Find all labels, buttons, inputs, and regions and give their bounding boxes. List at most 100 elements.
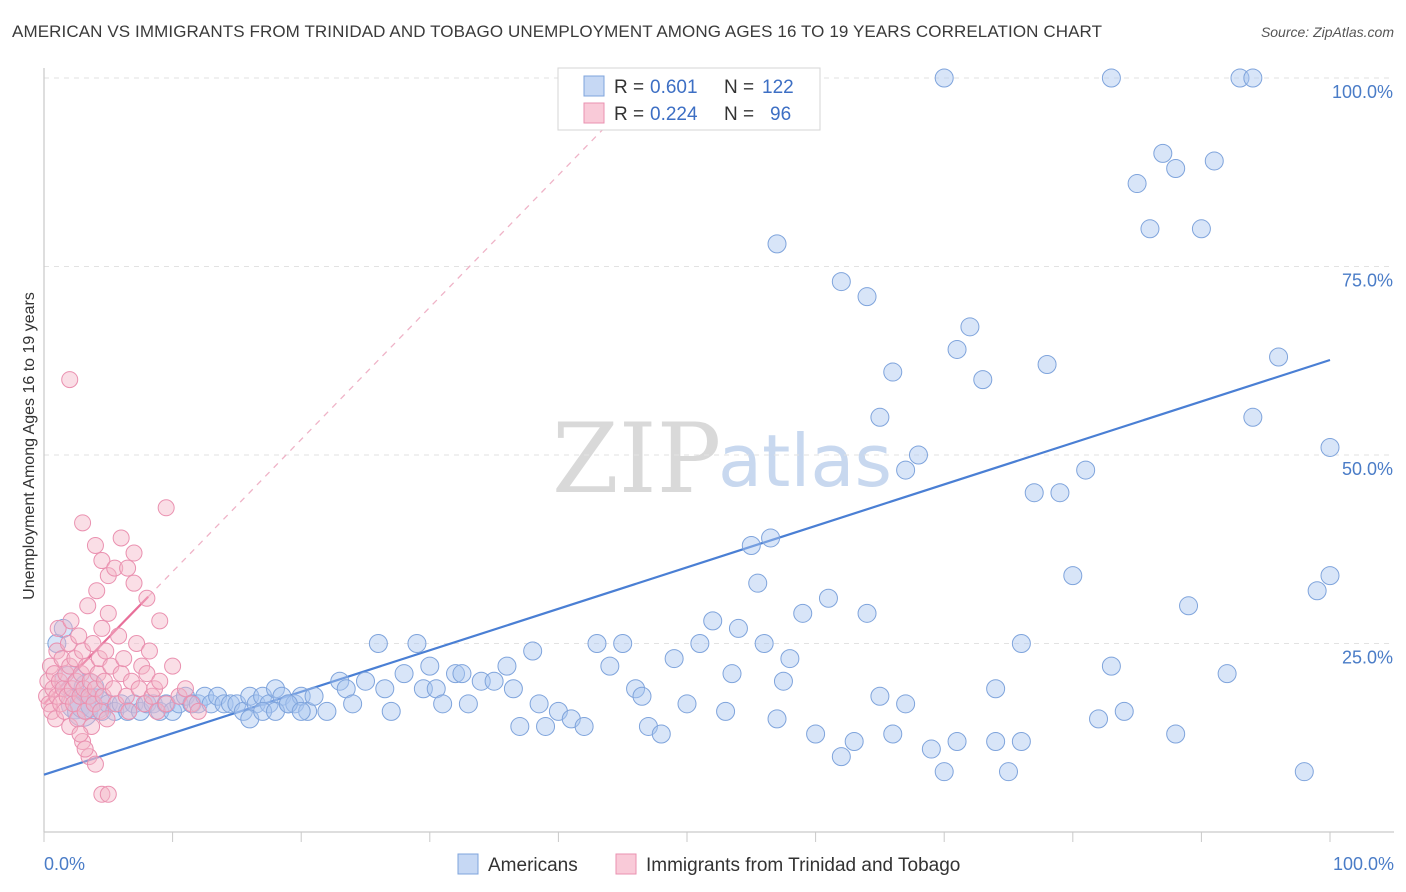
point-americans-83 [677, 694, 697, 714]
gridlines [44, 77, 1394, 644]
point-trinidad-75 [176, 680, 194, 698]
legend-r-value-1: 0.601 [650, 77, 698, 98]
point-americans-102 [870, 407, 890, 427]
point-trinidad-81 [93, 552, 111, 570]
trend-lines [43, 77, 1331, 776]
bottom-legend-label-americans: Americans [488, 855, 578, 876]
point-trinidad-95 [157, 499, 175, 517]
point-americans-89 [741, 535, 761, 555]
y-tick-label-25: 25.0% [1342, 648, 1393, 668]
point-americans-81 [651, 724, 671, 744]
point-americans-138 [883, 724, 903, 744]
point-americans-143 [870, 686, 890, 706]
point-americans-85 [703, 611, 723, 631]
point-americans-146 [857, 287, 877, 307]
point-americans-68 [510, 716, 530, 736]
point-americans-129 [1243, 407, 1263, 427]
point-americans-75 [587, 634, 607, 653]
point-americans-100 [844, 732, 864, 752]
point-trinidad-77 [189, 702, 207, 720]
legend-swatch-trinidad [583, 102, 605, 124]
point-americans-48 [330, 671, 350, 691]
point-americans-58 [420, 656, 440, 676]
legend-r-value-2: 0.224 [650, 104, 698, 125]
watermark-atlas: atlas [718, 419, 892, 503]
point-americans-145 [831, 272, 851, 292]
point-trinidad-79 [74, 514, 92, 532]
point-americans-41 [304, 686, 324, 706]
point-trinidad-57 [115, 650, 133, 668]
point-americans-114 [1037, 355, 1057, 375]
point-americans-76 [600, 656, 620, 676]
point-trinidad-10 [49, 619, 67, 637]
trend-line-trinidad [43, 595, 149, 705]
point-americans-118 [1089, 709, 1109, 729]
point-americans-94 [773, 671, 793, 691]
point-americans-97 [806, 724, 826, 744]
point-trinidad-50 [98, 710, 116, 728]
point-americans-116 [1063, 566, 1083, 586]
point-trinidad-93 [76, 740, 94, 758]
point-americans-53 [375, 679, 395, 699]
y-tick-label-50: 50.0% [1342, 459, 1393, 479]
point-americans-60 [433, 694, 453, 714]
point-americans-63 [458, 694, 478, 714]
point-americans-54 [381, 701, 401, 721]
point-americans-142 [986, 732, 1006, 752]
point-trinidad-46 [93, 619, 111, 637]
point-americans-121 [1127, 174, 1147, 194]
legend-r-label-1: R = [614, 77, 644, 98]
point-trinidad-59 [120, 702, 138, 720]
point-americans-122 [1140, 219, 1160, 239]
point-trinidad-67 [140, 642, 158, 660]
point-americans-123 [1153, 143, 1173, 163]
watermark-zip: ZIP [552, 403, 721, 515]
y-tick-labels: 25.0% 50.0% 75.0% 100.0% [1332, 82, 1393, 668]
point-americans-125 [1179, 596, 1199, 616]
point-americans-126 [1191, 219, 1211, 239]
point-trinidad-63 [130, 680, 148, 698]
point-americans-98 [818, 588, 838, 608]
point-americans-105 [908, 445, 928, 465]
trend-line-americans [43, 358, 1331, 776]
point-trinidad-49 [97, 642, 115, 660]
point-americans-141 [921, 739, 941, 759]
point-americans-66 [497, 656, 517, 676]
point-americans-51 [356, 671, 375, 691]
point-trinidad-94 [71, 725, 89, 743]
bottom-legend-label-trinidad: Immigrants from Trinidad and Tobago [646, 855, 960, 876]
point-americans-77 [613, 634, 633, 653]
point-americans-84 [690, 634, 710, 653]
point-trinidad-73 [164, 657, 182, 675]
series-legend: Americans Immigrants from Trinidad and T… [457, 853, 960, 876]
point-americans-112 [1011, 634, 1031, 653]
point-americans-91 [754, 634, 774, 653]
point-americans-113 [1024, 483, 1044, 503]
point-trinidad-88 [151, 612, 169, 630]
y-tick-label-100: 100.0% [1332, 82, 1393, 102]
point-americans-71 [536, 716, 556, 736]
point-trinidad-55 [110, 627, 128, 645]
point-trinidad-86 [125, 544, 143, 562]
point-americans-101 [857, 603, 877, 623]
point-americans-148 [1166, 158, 1186, 178]
point-trinidad-85 [119, 559, 137, 577]
point-americans-86 [716, 701, 736, 721]
point-trinidad-71 [151, 672, 169, 690]
legend-n-value-2: 96 [770, 104, 791, 125]
point-americans-82 [664, 649, 684, 669]
point-americans-79 [632, 686, 652, 706]
point-americans-95 [780, 649, 800, 669]
point-trinidad-27 [70, 627, 88, 645]
trend-line-trinidad-extension [147, 77, 654, 598]
point-americans-137 [1320, 437, 1340, 457]
point-americans-128 [1217, 664, 1237, 684]
point-americans-136 [1243, 68, 1263, 88]
point-americans-67 [503, 679, 523, 699]
point-americans-147 [767, 234, 787, 254]
point-trinidad-42 [88, 582, 106, 600]
point-americans-87 [722, 664, 742, 684]
point-americans-52 [368, 634, 388, 653]
trinidad-points [38, 371, 207, 803]
